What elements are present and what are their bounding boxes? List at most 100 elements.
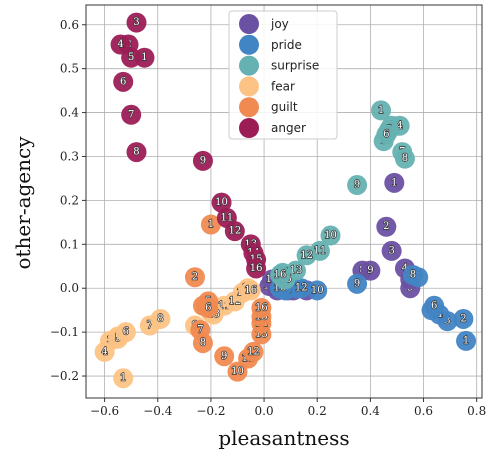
joy-point [384, 172, 405, 193]
joy-point [381, 240, 402, 261]
surprise-point [347, 175, 368, 196]
pride-point-label: 3 [444, 316, 450, 327]
guilt-point [184, 267, 205, 288]
legend-label-surprise: surprise [271, 59, 319, 73]
anger-point-label: 11 [220, 212, 233, 223]
surprise-point-label: 10 [324, 230, 337, 241]
legend-label-anger: anger [271, 121, 306, 135]
guilt-point-label: 9 [221, 351, 227, 362]
joy-point-label: 9 [367, 265, 373, 276]
fear-point-label: 5 [115, 333, 121, 344]
surprise-point-label: 9 [354, 180, 360, 191]
surprise-point [371, 100, 392, 121]
guilt-point [192, 333, 213, 354]
surprise-point [320, 225, 341, 246]
pride-point-label: 8 [410, 270, 416, 281]
anger-point [121, 104, 142, 125]
legend-marker-joy [239, 14, 259, 34]
y-tick-label: 0.6 [60, 18, 79, 32]
data-points: 1234567891011121314151612345678910111213… [94, 12, 477, 389]
x-axis-ticks: −0.6 −0.4 −0.2 0.0 0.2 0.4 0.6 0.8 [90, 398, 486, 418]
surprise-point [376, 124, 397, 145]
joy-point [376, 216, 397, 237]
y-tick-label: 0.3 [60, 149, 79, 163]
y-tick-label: 0.2 [60, 193, 79, 207]
anger-point [246, 258, 267, 279]
series-anger: 12345678910111213141516 [110, 12, 267, 279]
y-axis-ticks: −0.2 −0.1 0.0 0.1 0.2 0.3 0.4 0.5 0.6 [50, 18, 86, 383]
surprise-point-label: 16 [274, 270, 287, 281]
plot-frame [85, 4, 483, 399]
guilt-point-label: 10 [231, 366, 244, 377]
anger-point [211, 192, 232, 213]
pride-point-label: 9 [354, 278, 360, 289]
legend-label-guilt: guilt [271, 100, 298, 114]
surprise-point-label: 4 [396, 120, 402, 131]
anger-point-label: 6 [120, 76, 126, 87]
pride-point-label: 2 [460, 313, 466, 324]
legend-marker-fear [239, 76, 259, 97]
y-tick-label: −0.1 [50, 325, 79, 339]
anger-point-label: 3 [133, 17, 139, 28]
anger-point-label: 5 [128, 52, 134, 63]
pride-point [307, 280, 328, 301]
surprise-point-label: 12 [300, 250, 313, 261]
anger-point-label: 12 [228, 226, 241, 237]
anger-point-label: 9 [200, 155, 206, 166]
guilt-point [198, 297, 219, 318]
anger-point-label: 10 [215, 197, 228, 208]
fear-point-label: 6 [123, 327, 129, 338]
anger-point-label: 1 [141, 52, 147, 63]
x-tick-label: −0.4 [143, 404, 173, 418]
guilt-point-label: 1 [208, 219, 214, 230]
series-guilt: 12345678910111213141516 [184, 214, 272, 382]
y-tick-label: 0.1 [60, 237, 79, 251]
y-tick-label: −0.2 [50, 369, 79, 383]
x-tick-label: 0.2 [308, 404, 327, 418]
fear-point [115, 322, 136, 343]
surprise-point-label: 1 [378, 105, 384, 116]
guilt-point-label: 8 [200, 338, 206, 349]
guilt-point-label: 16 [255, 302, 268, 313]
fear-point [150, 308, 171, 329]
guilt-point-label: 6 [205, 302, 211, 313]
anger-point [126, 12, 147, 33]
guilt-point [200, 214, 221, 235]
series-surprise: 12345678910111213141516 [270, 100, 415, 290]
surprise-point [394, 148, 415, 169]
anger-point [192, 150, 213, 171]
surprise-point [296, 245, 317, 266]
x-tick-label: 0.8 [467, 404, 486, 418]
joy-point-label: 2 [383, 221, 389, 232]
guilt-point [243, 341, 264, 362]
y-axis-title: other-agency [11, 136, 35, 270]
guilt-point [251, 297, 272, 318]
guilt-point-label: 7 [197, 324, 203, 335]
guilt-point [214, 346, 235, 367]
anger-point [113, 71, 134, 92]
pride-point [402, 265, 423, 286]
legend-marker-surprise [239, 55, 259, 76]
fear-point [94, 341, 115, 362]
legend-label-fear: fear [271, 79, 295, 93]
pride-point [291, 278, 312, 299]
fear-point-label: 16 [244, 285, 257, 296]
anger-point-label: 4 [117, 39, 123, 50]
pride-point-label: 10 [311, 285, 324, 296]
fear-point-label: 1 [120, 373, 126, 384]
legend-label-pride: pride [271, 38, 302, 52]
surprise-point-label: 8 [402, 153, 408, 164]
pride-point-label: 1 [463, 335, 469, 346]
fear-point-label: 7 [147, 320, 153, 331]
x-tick-label: −0.6 [90, 404, 119, 418]
pride-point [347, 273, 368, 294]
fear-point [240, 280, 261, 301]
anger-point-label: 8 [133, 147, 139, 158]
legend-marker-pride [239, 34, 259, 55]
pride-point-label: 12 [295, 283, 308, 294]
x-tick-label: 0.0 [255, 404, 274, 418]
joy-point [360, 260, 381, 281]
x-tick-label: 0.4 [361, 404, 380, 418]
x-axis-title: pleasantness [218, 426, 349, 450]
x-tick-label: 0.6 [414, 404, 433, 418]
